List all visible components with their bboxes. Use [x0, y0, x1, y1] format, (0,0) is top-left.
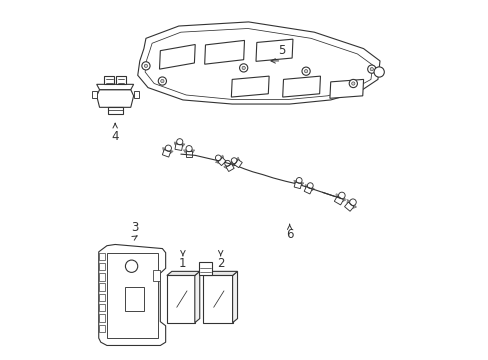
- Polygon shape: [204, 40, 244, 64]
- Polygon shape: [153, 270, 160, 280]
- Polygon shape: [198, 262, 212, 275]
- Polygon shape: [344, 202, 353, 211]
- Polygon shape: [203, 271, 237, 275]
- Polygon shape: [99, 273, 105, 280]
- Polygon shape: [162, 149, 170, 157]
- Ellipse shape: [158, 77, 166, 85]
- Polygon shape: [234, 159, 242, 168]
- Polygon shape: [107, 253, 158, 338]
- Ellipse shape: [125, 260, 138, 273]
- Polygon shape: [231, 76, 268, 97]
- Polygon shape: [166, 275, 194, 323]
- Polygon shape: [99, 324, 105, 332]
- Polygon shape: [304, 186, 311, 194]
- Polygon shape: [334, 196, 343, 205]
- Ellipse shape: [373, 67, 384, 77]
- Polygon shape: [97, 90, 133, 107]
- Bar: [124, 287, 144, 311]
- Polygon shape: [329, 80, 363, 98]
- Polygon shape: [256, 39, 292, 61]
- Polygon shape: [225, 164, 234, 171]
- Text: 3: 3: [130, 221, 138, 234]
- Polygon shape: [99, 314, 105, 321]
- Ellipse shape: [142, 62, 150, 70]
- Ellipse shape: [351, 82, 354, 85]
- Polygon shape: [99, 263, 105, 270]
- Polygon shape: [194, 271, 199, 323]
- Polygon shape: [99, 304, 105, 311]
- Polygon shape: [97, 84, 133, 90]
- Polygon shape: [159, 45, 195, 69]
- Polygon shape: [185, 151, 192, 157]
- Ellipse shape: [242, 66, 245, 69]
- Text: 6: 6: [285, 228, 293, 241]
- Polygon shape: [282, 76, 320, 97]
- Polygon shape: [104, 76, 114, 84]
- Polygon shape: [99, 294, 105, 301]
- Ellipse shape: [369, 67, 373, 71]
- Ellipse shape: [302, 67, 309, 75]
- Polygon shape: [99, 283, 105, 291]
- Polygon shape: [116, 76, 125, 84]
- Polygon shape: [99, 244, 165, 346]
- Ellipse shape: [239, 64, 247, 72]
- Polygon shape: [218, 157, 225, 166]
- Ellipse shape: [161, 80, 163, 83]
- Polygon shape: [232, 271, 237, 323]
- Text: 4: 4: [111, 130, 119, 143]
- Polygon shape: [92, 91, 97, 98]
- Ellipse shape: [304, 69, 307, 73]
- Text: 2: 2: [217, 257, 224, 270]
- Ellipse shape: [144, 64, 147, 67]
- Polygon shape: [138, 22, 379, 104]
- Text: 5: 5: [277, 44, 285, 57]
- Text: 1: 1: [179, 257, 186, 270]
- Ellipse shape: [367, 65, 375, 73]
- Polygon shape: [166, 271, 199, 275]
- Ellipse shape: [348, 80, 357, 87]
- Polygon shape: [203, 275, 232, 323]
- Polygon shape: [133, 91, 138, 98]
- Polygon shape: [107, 107, 122, 114]
- Polygon shape: [99, 253, 105, 260]
- Polygon shape: [175, 144, 182, 150]
- Polygon shape: [294, 182, 301, 189]
